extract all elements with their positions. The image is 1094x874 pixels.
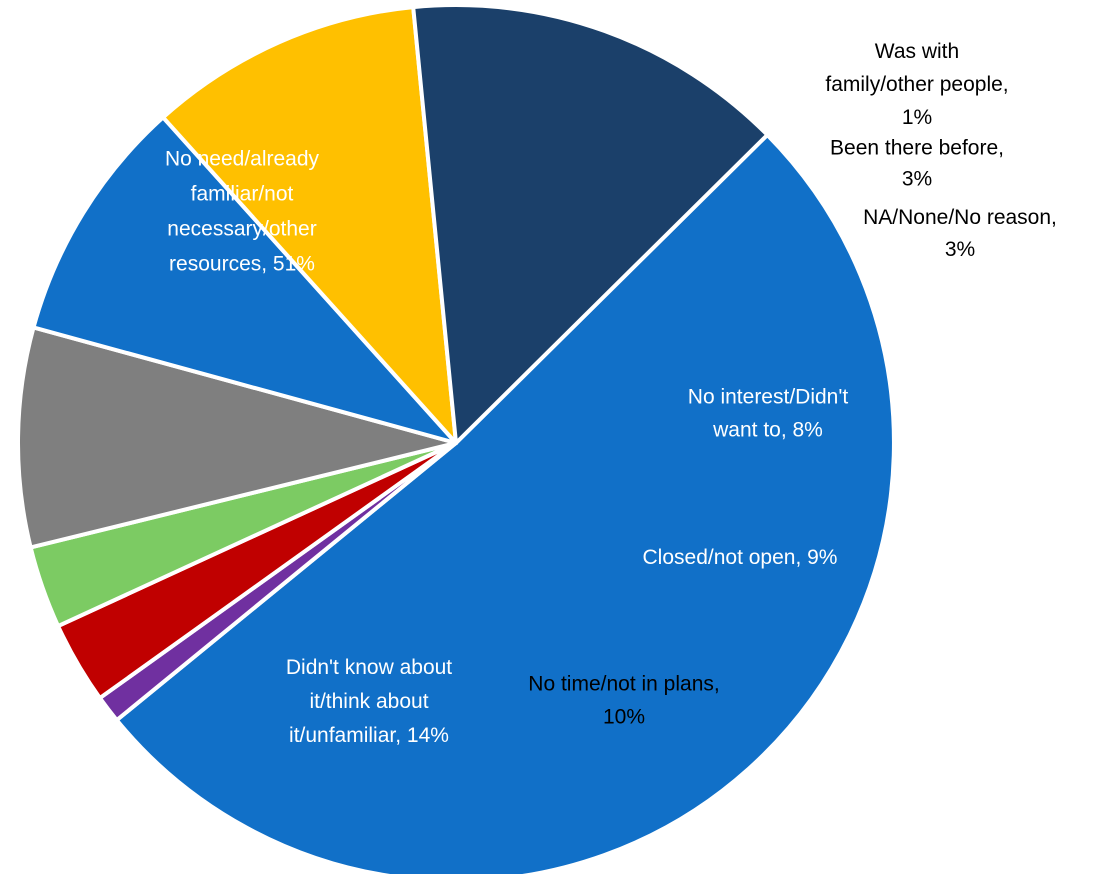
pie-slice (114, 132, 896, 874)
pie-data-label-line: it/think about (309, 690, 428, 713)
pie-slice (411, 3, 770, 445)
pie-data-label-line: familiar/not (191, 183, 294, 206)
pie-data-label-line: 3% (902, 168, 932, 191)
pie-data-label-line: 10% (603, 706, 645, 729)
pie-data-label: Didn't know about it/think about it/unfami… (286, 656, 452, 747)
pie-data-labels: No need/already familiar/not necessary/oth… (165, 40, 1057, 747)
pie-data-label: No time/not in plans, 10% (528, 673, 719, 729)
pie-data-label-line: family/other people, (825, 73, 1008, 96)
pie-data-label: Closed/not open, 9% (643, 546, 838, 569)
pie-slice (16, 325, 458, 550)
pie-data-label-line: Been there before, (830, 137, 1004, 160)
pie-slice (161, 5, 458, 445)
pie-data-label-line: No need/already (165, 148, 320, 171)
pie-data-label-line: Didn't know about (286, 656, 452, 679)
pie-slice (31, 115, 458, 445)
pie-slices (16, 3, 896, 874)
pie-data-label-line: Was with (875, 40, 959, 63)
pie-data-label-line: 1% (902, 106, 932, 129)
pie-data-label: No interest/Didn't want to, 8% (688, 386, 849, 442)
pie-data-label-line: NA/None/No reason, (863, 206, 1057, 229)
pie-data-label: Been there before, 3% (830, 137, 1004, 191)
pie-data-label-line: resources, 51% (169, 253, 315, 276)
pie-data-label-line: No time/not in plans, (528, 673, 719, 696)
pie-data-label: NA/None/No reason, 3% (863, 206, 1057, 261)
pie-data-label: No need/already familiar/not necessary/oth… (165, 148, 320, 276)
pie-data-label-line: Closed/not open, 9% (643, 546, 838, 569)
pie-data-label-line: want to, 8% (712, 419, 823, 442)
pie-data-label-line: necessary/other (167, 218, 316, 241)
pie-data-label-line: 3% (945, 238, 975, 261)
pie-data-label-line: No interest/Didn't (688, 386, 849, 409)
pie-data-label-line: it/unfamiliar, 14% (289, 724, 449, 747)
pie-data-label: Was with family/other people, 1% (825, 40, 1008, 129)
